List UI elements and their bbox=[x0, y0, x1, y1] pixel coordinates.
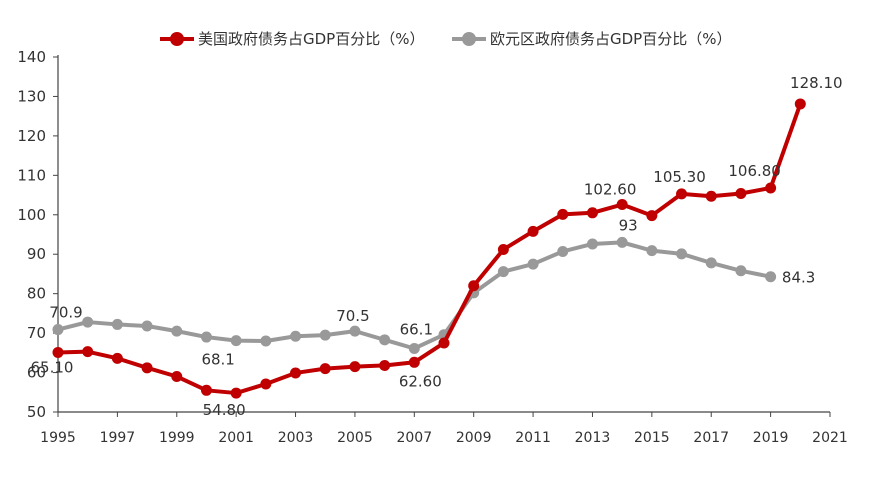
eurozone-data-point bbox=[676, 248, 688, 260]
us-data-point bbox=[586, 207, 598, 219]
us-data-point bbox=[705, 190, 717, 202]
us-data-point bbox=[379, 359, 391, 371]
eurozone-data-point bbox=[230, 335, 242, 347]
us-data-point bbox=[349, 361, 361, 373]
y-tick-label: 130 bbox=[17, 87, 46, 105]
eurozone-data-point bbox=[497, 266, 509, 278]
us-data-point bbox=[438, 337, 450, 349]
eurozone-data-point bbox=[319, 329, 331, 341]
us-data-point bbox=[141, 362, 153, 374]
us-data-point bbox=[319, 363, 331, 375]
us-data-point bbox=[735, 187, 747, 199]
eurozone-data-point bbox=[200, 331, 212, 343]
eurozone-data-point bbox=[735, 265, 747, 277]
legend-label-us: 美国政府债务占GDP百分比（%） bbox=[198, 30, 425, 48]
y-tick-label: 120 bbox=[17, 127, 46, 145]
legend-item-eurozone: 欧元区政府债务占GDP百分比（%） bbox=[452, 28, 731, 49]
legend-label-eurozone: 欧元区政府债务占GDP百分比（%） bbox=[490, 30, 732, 48]
eurozone-data-label: 68.1 bbox=[201, 351, 234, 369]
x-tick-label: 1999 bbox=[159, 430, 195, 446]
us-data-label: 106.80 bbox=[728, 162, 781, 180]
legend-item-us: 美国政府债务占GDP百分比（%） bbox=[160, 28, 424, 49]
eurozone-data-point bbox=[52, 324, 64, 336]
us-data-point bbox=[230, 387, 242, 399]
eurozone-data-point bbox=[260, 335, 272, 347]
x-tick-label: 1997 bbox=[100, 430, 136, 446]
x-tick-label: 2019 bbox=[753, 430, 789, 446]
eurozone-data-point bbox=[141, 320, 153, 332]
x-tick-label: 2021 bbox=[812, 430, 848, 446]
us-data-point bbox=[616, 199, 628, 211]
eurozone-data-label: 66.1 bbox=[400, 320, 433, 338]
eurozone-data-point bbox=[557, 245, 569, 257]
legend-swatch-eurozone bbox=[452, 31, 486, 46]
eurozone-data-point bbox=[408, 342, 420, 354]
y-tick-label: 100 bbox=[17, 206, 46, 224]
x-tick-label: 2013 bbox=[575, 430, 611, 446]
us-data-point bbox=[527, 225, 539, 237]
x-tick-label: 2003 bbox=[278, 430, 314, 446]
us-data-point bbox=[111, 352, 123, 364]
eurozone-data-point bbox=[379, 334, 391, 346]
us-data-point bbox=[497, 243, 509, 255]
eurozone-data-label: 93 bbox=[619, 216, 638, 234]
us-data-label: 54.80 bbox=[203, 401, 246, 419]
us-data-point bbox=[82, 346, 94, 358]
x-tick-label: 2017 bbox=[693, 430, 729, 446]
x-tick-label: 2007 bbox=[396, 430, 432, 446]
series-layer bbox=[52, 98, 806, 399]
data-labels: 70.9 68.1 70.5 66.1 93 84.3 65.10 54.80 62.60 102… bbox=[31, 74, 843, 419]
us-data-label: 65.10 bbox=[31, 358, 74, 376]
us-data-point bbox=[200, 384, 212, 396]
us-data-point bbox=[646, 210, 658, 222]
eurozone-data-label: 70.5 bbox=[336, 307, 369, 325]
eurozone-data-point bbox=[349, 325, 361, 337]
y-tick-label: 60 bbox=[27, 364, 46, 382]
legend-swatch-us bbox=[160, 31, 194, 46]
us-data-label: 105.30 bbox=[653, 168, 706, 186]
us-data-point bbox=[171, 371, 183, 382]
y-tick-label: 110 bbox=[17, 166, 46, 184]
us-data-label: 128.10 bbox=[790, 74, 843, 92]
us-series-line bbox=[56, 101, 803, 396]
x-tick-label: 2015 bbox=[634, 430, 670, 446]
us-data-label: 102.60 bbox=[584, 181, 637, 199]
legend: 美国政府债务占GDP百分比（%） 欧元区政府债务占GDP百分比（%） bbox=[0, 28, 877, 52]
eurozone-data-point bbox=[586, 238, 598, 250]
y-tick-label: 70 bbox=[27, 324, 46, 342]
us-data-label: 62.60 bbox=[399, 372, 442, 390]
y-tick-label: 140 bbox=[17, 48, 46, 66]
us-data-point bbox=[676, 188, 688, 200]
x-tick-label: 2001 bbox=[218, 430, 254, 446]
us-data-point bbox=[468, 280, 480, 292]
eurozone-data-label: 84.3 bbox=[782, 269, 815, 287]
us-data-point bbox=[260, 378, 272, 390]
us-data-point bbox=[765, 182, 777, 194]
axes: 50 60 70 80 90 100 110 120 130 140 1995 1997 1999 200… bbox=[17, 48, 847, 446]
eurozone-data-point bbox=[290, 330, 302, 342]
eurozone-data-point bbox=[171, 325, 183, 337]
eurozone-data-point bbox=[646, 245, 658, 257]
eurozone-data-point bbox=[82, 316, 94, 328]
y-tick-label: 50 bbox=[27, 403, 46, 421]
eurozone-data-point bbox=[616, 236, 628, 248]
us-data-point bbox=[557, 208, 569, 220]
eurozone-data-label: 70.9 bbox=[49, 304, 82, 322]
y-tick-label: 90 bbox=[27, 245, 46, 263]
x-tick-label: 2011 bbox=[515, 430, 551, 446]
y-tick-label: 80 bbox=[27, 285, 46, 303]
eurozone-data-point bbox=[111, 318, 123, 330]
us-data-point bbox=[794, 98, 806, 110]
us-data-point bbox=[52, 346, 64, 358]
x-tick-label: 2005 bbox=[337, 430, 373, 446]
eurozone-data-point bbox=[705, 257, 717, 269]
eurozone-data-point bbox=[527, 258, 539, 270]
us-data-point bbox=[408, 356, 420, 368]
eurozone-data-point bbox=[765, 271, 777, 283]
us-data-point bbox=[290, 367, 302, 379]
x-tick-label: 2009 bbox=[456, 430, 492, 446]
x-tick-label: 1995 bbox=[40, 430, 76, 446]
